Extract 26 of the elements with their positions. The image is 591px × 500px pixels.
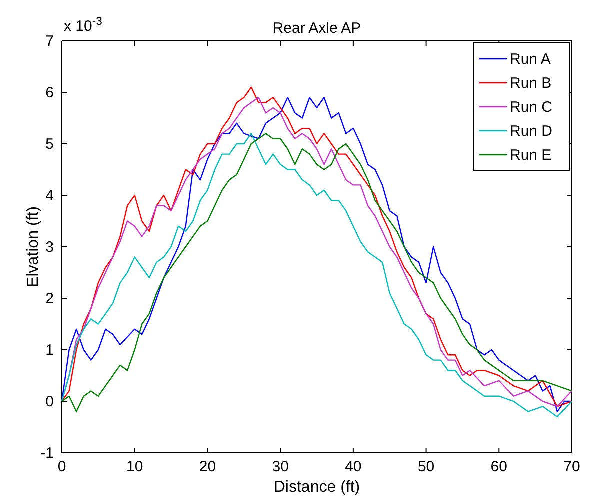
y-tick-label: 6: [46, 84, 54, 102]
x-tick-label: 60: [490, 458, 508, 476]
y-tick-label: 7: [46, 32, 54, 50]
legend-label: Run A: [510, 51, 551, 68]
y-tick-label: 0: [46, 393, 54, 410]
text: x 10$^{-3}$: [64, 16, 102, 35]
y-tick-label: 5: [46, 136, 54, 153]
x-tick-label: 70: [564, 458, 580, 476]
x-tick-label: 0: [58, 458, 66, 476]
y-tick-label: 3: [46, 238, 54, 256]
x-axis-title: Distance (ft): [274, 479, 360, 496]
y-tick-label: 1: [46, 342, 54, 359]
x-tick-label: 40: [345, 458, 362, 476]
x-tick-label: 30: [272, 458, 289, 476]
x-tick-label: 10: [126, 458, 144, 476]
legend-label: Run C: [510, 99, 553, 116]
x-tick-label: 50: [418, 458, 435, 476]
x-tick-label: 20: [199, 458, 216, 476]
chart-title: Rear Axle AP: [272, 20, 362, 37]
legend-label: Run E: [510, 147, 552, 164]
y-tick-label: -1: [40, 444, 54, 462]
legend-label: Run D: [510, 123, 553, 140]
legend-label: Run B: [510, 75, 552, 92]
y-tick-label: 4: [46, 187, 54, 204]
y-tick-label: 2: [46, 290, 54, 308]
y-axis-title: Elvation (ft): [25, 206, 42, 288]
